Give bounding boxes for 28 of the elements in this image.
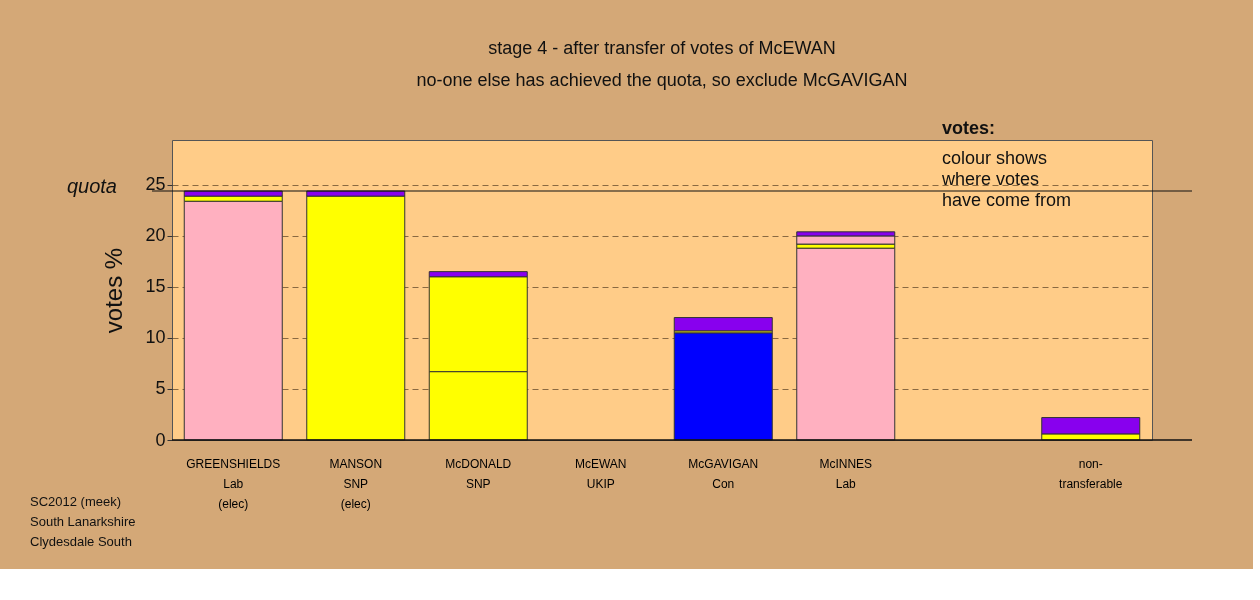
bar xyxy=(796,247,896,441)
chart-subtitle: no-one else has achieved the quota, so exclude McGAVIGAN xyxy=(416,70,908,90)
bar xyxy=(183,200,283,441)
ref-line-label: quota xyxy=(66,175,117,198)
x-tick-label: McGAVIGAN Con xyxy=(688,456,759,491)
y-tick-label: 5 xyxy=(155,378,166,399)
bar xyxy=(673,332,773,441)
x-tick-label: McEWAN UKIP xyxy=(574,456,627,491)
y-tick-label: 20 xyxy=(145,225,166,246)
bar xyxy=(673,317,773,332)
y-tick-label: 15 xyxy=(145,276,166,297)
y-tick-label: 0 xyxy=(155,429,166,450)
bar xyxy=(1041,417,1141,435)
text: votes: xyxy=(942,118,996,138)
text: South Lanarkshire xyxy=(30,514,136,529)
x-tick-label: McINNES Lab xyxy=(819,456,873,491)
annotation: colour shows where votes have come from xyxy=(941,148,1072,210)
x-tick-label: McDONALD SNP xyxy=(445,456,512,491)
x-tick-label: GREENSHIELDS Lab (elec) xyxy=(186,456,281,511)
y-tick-label: 10 xyxy=(145,327,166,348)
y-tick-label: 25 xyxy=(145,174,166,195)
bar xyxy=(306,195,406,441)
y-axis-title: votes % xyxy=(100,247,128,334)
x-tick-label: non- transferable xyxy=(1059,456,1123,491)
chart-title: stage 4 - after transfer of votes of McEWAN xyxy=(488,38,836,58)
text: SC2012 (meek) xyxy=(30,494,122,509)
x-tick-label: MANSON SNP (elec) xyxy=(329,456,383,511)
text: Clydesdale South xyxy=(30,534,132,549)
